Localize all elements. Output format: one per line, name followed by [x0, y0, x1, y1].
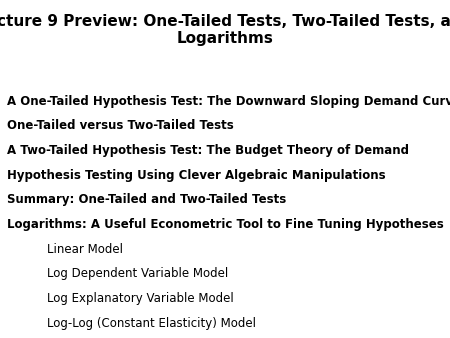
Text: A One-Tailed Hypothesis Test: The Downward Sloping Demand Curve: A One-Tailed Hypothesis Test: The Downwa… [7, 95, 450, 107]
Text: Linear Model: Linear Model [47, 243, 123, 256]
Text: Logarithms: A Useful Econometric Tool to Fine Tuning Hypotheses: Logarithms: A Useful Econometric Tool to… [7, 218, 444, 231]
Text: Log Explanatory Variable Model: Log Explanatory Variable Model [47, 292, 234, 305]
Text: Log-Log (Constant Elasticity) Model: Log-Log (Constant Elasticity) Model [47, 317, 256, 330]
Text: Lecture 9 Preview: One-Tailed Tests, Two-Tailed Tests, and
Logarithms: Lecture 9 Preview: One-Tailed Tests, Two… [0, 14, 450, 46]
Text: Hypothesis Testing Using Clever Algebraic Manipulations: Hypothesis Testing Using Clever Algebrai… [7, 169, 385, 182]
Text: Log Dependent Variable Model: Log Dependent Variable Model [47, 267, 229, 280]
Text: One-Tailed versus Two-Tailed Tests: One-Tailed versus Two-Tailed Tests [7, 119, 234, 132]
Text: Summary: One-Tailed and Two-Tailed Tests: Summary: One-Tailed and Two-Tailed Tests [7, 193, 286, 206]
Text: A Two-Tailed Hypothesis Test: The Budget Theory of Demand: A Two-Tailed Hypothesis Test: The Budget… [7, 144, 409, 157]
